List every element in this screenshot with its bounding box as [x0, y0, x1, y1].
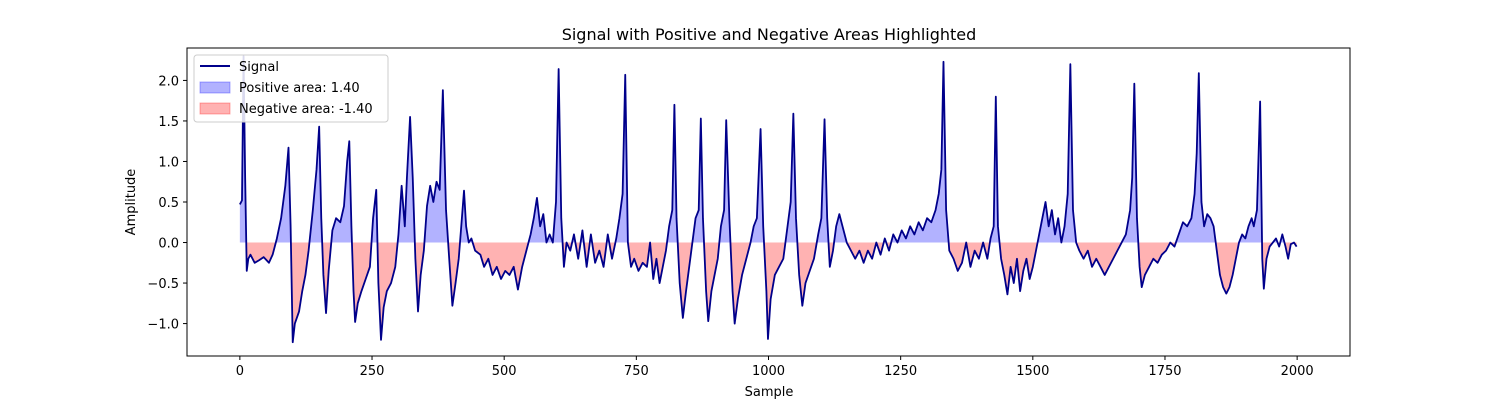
x-tick-label: 1750 [1148, 364, 1181, 379]
y-ticks: −1.0 −0.5 0.0 0.5 1.0 1.5 2.0 [147, 74, 187, 333]
y-axis-label: Amplitude [124, 169, 139, 236]
x-tick-label: 1250 [884, 364, 917, 379]
chart-title: Signal with Positive and Negative Areas … [562, 25, 977, 44]
x-ticks: 0 250 500 750 1000 1250 1500 1750 2000 [236, 356, 1314, 379]
x-tick-label: 2000 [1281, 364, 1314, 379]
legend-box [193, 54, 389, 123]
legend-label: Negative area: -1.40 [239, 102, 373, 117]
legend-label: Positive area: 1.40 [239, 81, 360, 96]
legend: Signal Positive area: 1.40 Negative area: … [193, 54, 389, 123]
legend-swatch-fill [199, 102, 231, 115]
x-tick-label: 500 [492, 364, 517, 379]
legend-label: Signal [239, 60, 279, 75]
y-tick-label: 0.0 [158, 237, 179, 252]
x-tick-label: 1000 [752, 364, 785, 379]
legend-items: Signal Positive area: 1.40 Negative area: … [199, 60, 373, 117]
x-tick-label: 750 [624, 364, 649, 379]
x-tick-label: 250 [360, 364, 385, 379]
legend-swatch-fill [199, 81, 231, 94]
y-tick-label: −1.0 [147, 318, 179, 333]
y-tick-label: 1.0 [158, 155, 179, 170]
y-tick-label: 0.5 [158, 196, 179, 211]
y-tick-label: −0.5 [147, 277, 179, 292]
fills-layer [239, 56, 1297, 343]
x-tick-label: 0 [236, 364, 244, 379]
y-tick-label: 2.0 [158, 74, 179, 89]
x-axis-label: Sample [745, 385, 794, 400]
line-layer [239, 55, 1298, 344]
signal-line [239, 55, 1298, 344]
x-tick-label: 1500 [1016, 364, 1049, 379]
y-tick-label: 1.5 [158, 115, 179, 130]
